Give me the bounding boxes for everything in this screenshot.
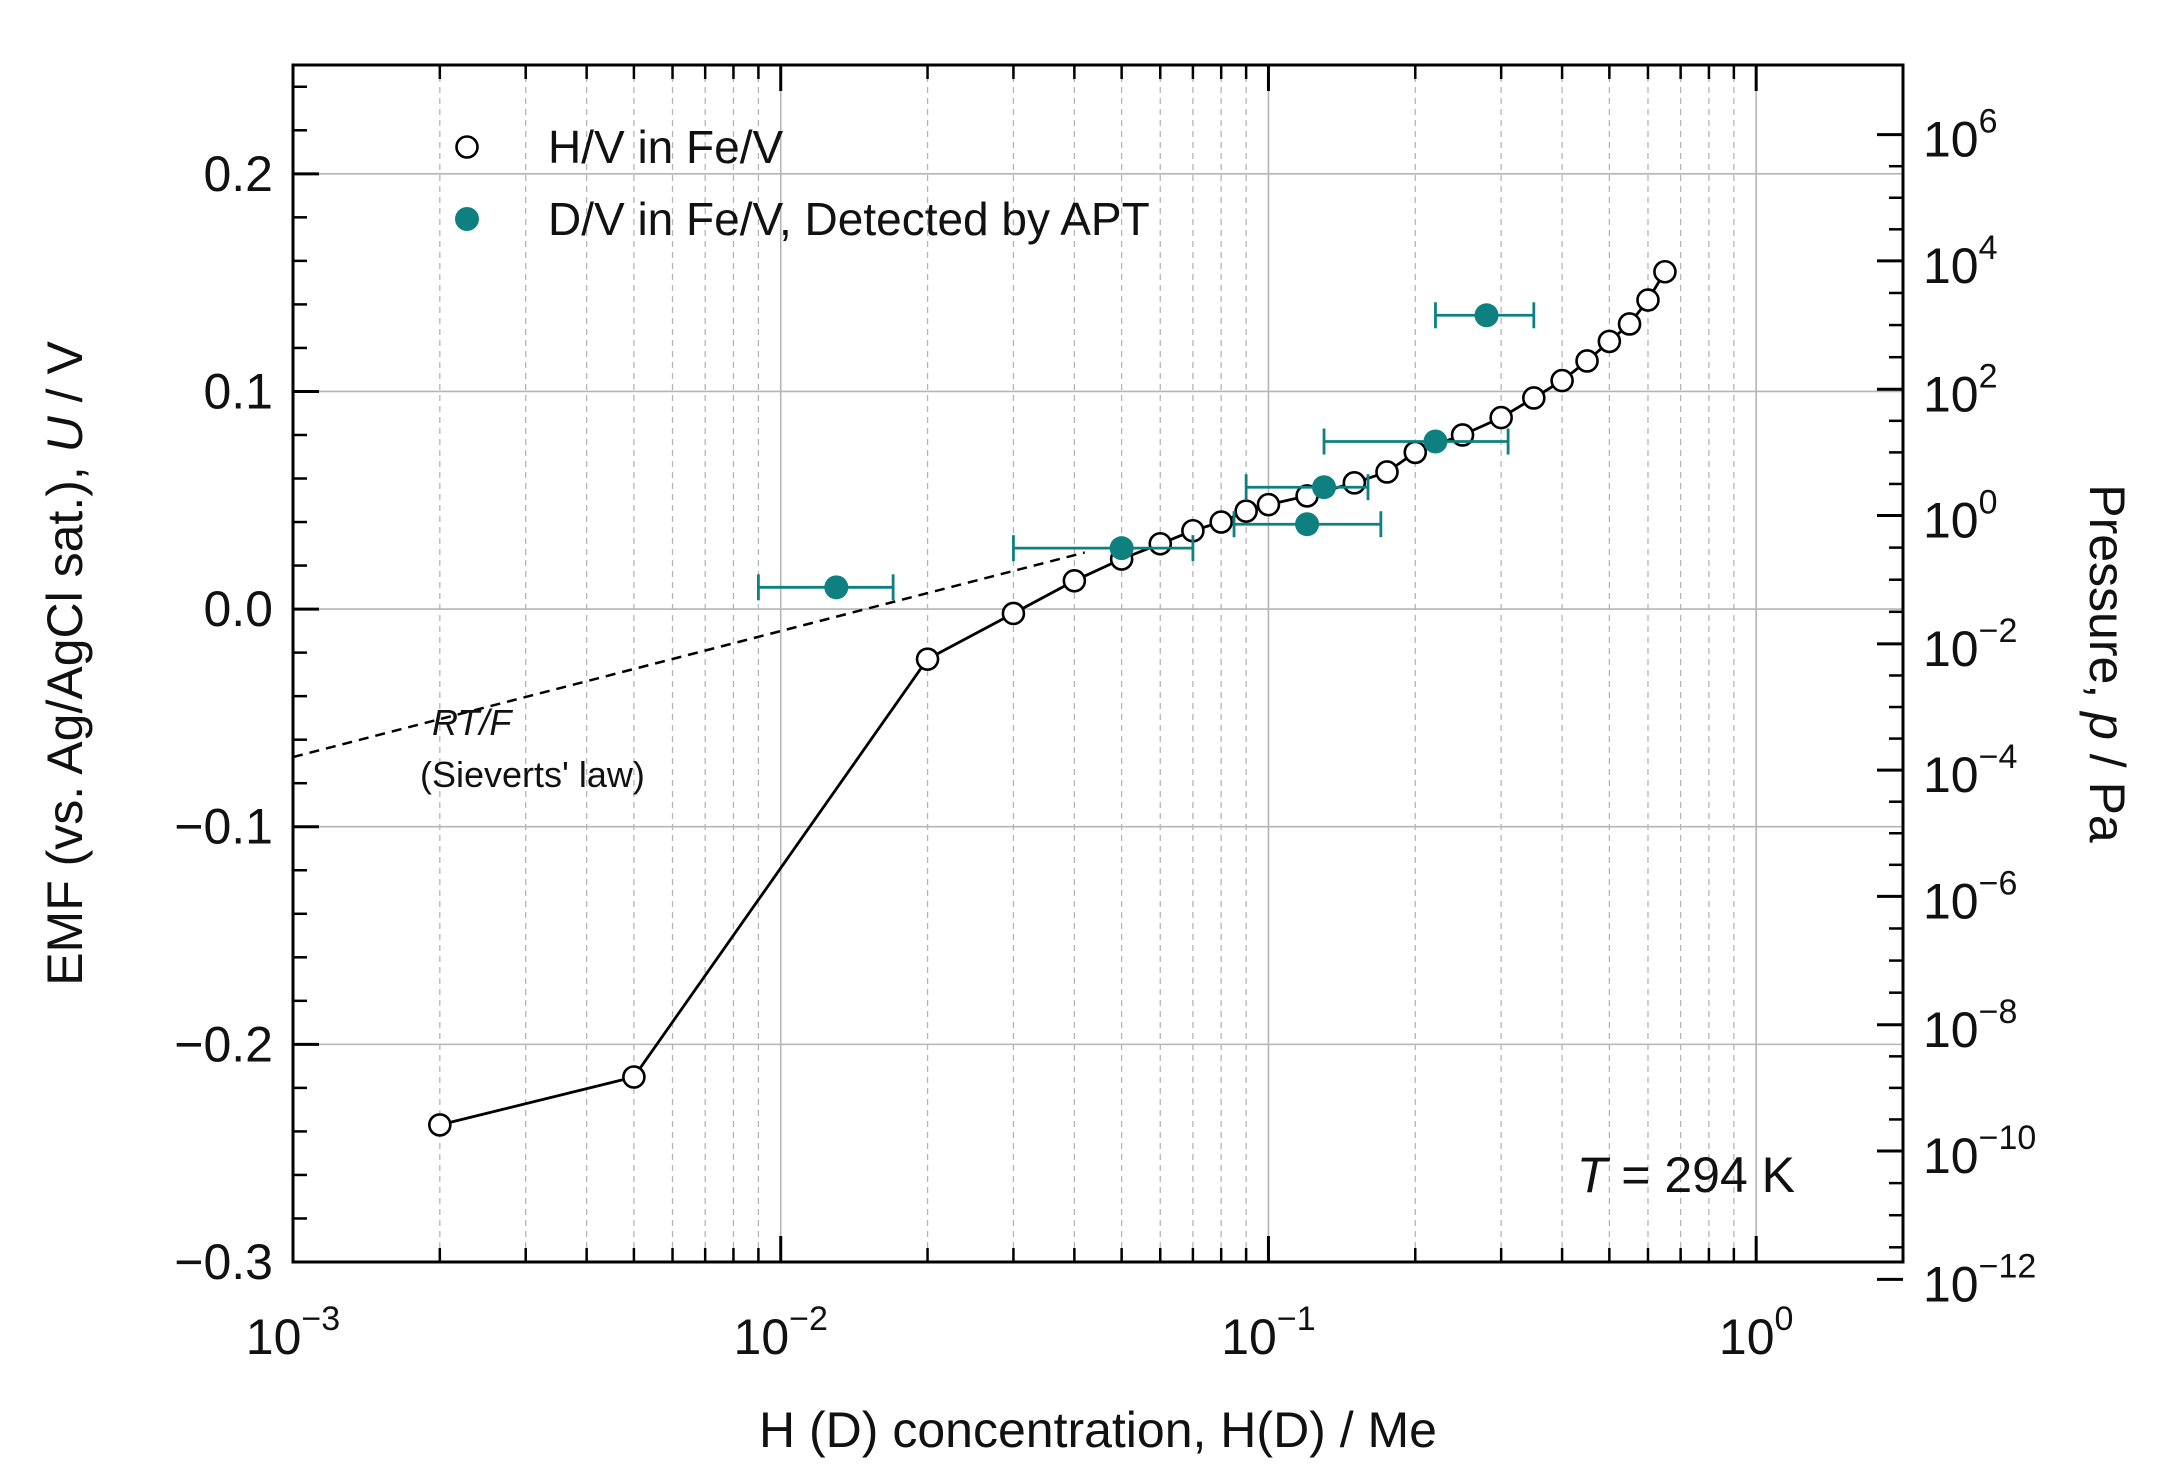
- right-tick-label: 100: [1923, 484, 1998, 549]
- data-point: [1617, 312, 1642, 336]
- grid-layer: [292, 65, 1904, 1262]
- data-series: [428, 259, 1677, 1137]
- data-point: [1109, 536, 1134, 561]
- data-point: [1575, 349, 1599, 373]
- data-point: [1234, 499, 1258, 523]
- x-tick-label: 100: [1719, 1300, 1794, 1365]
- data-point: [1148, 531, 1173, 556]
- right-tick-label: 102: [1923, 357, 1998, 422]
- data-point: [1653, 259, 1677, 284]
- y-tick-label: 0.2: [203, 146, 273, 202]
- y-tick-label: 0.0: [203, 581, 273, 637]
- data-point: [1295, 512, 1320, 537]
- sieverts-dashed-line: [292, 551, 1086, 759]
- right-tick-label: 10−8: [1923, 993, 2017, 1058]
- y-tick-label: −0.1: [174, 799, 273, 855]
- y-tick-label: 0.1: [203, 363, 273, 419]
- data-point: [1403, 440, 1428, 465]
- data-point: [915, 647, 940, 671]
- x-tick-label: 10−2: [734, 1300, 828, 1365]
- tick-labels: −0.3 −0.2 −0.1 0.0 0.1 0.2 10−3 10−2 10−1 100 106 1…: [37, 103, 2135, 1458]
- legend-label: D/V in Fe/V, Detected by APT: [548, 193, 1150, 245]
- right-tick-label: 10−6: [1923, 864, 2017, 929]
- right-axis-label: Pressure, p / Pa: [2079, 484, 2135, 843]
- series-h-v: [428, 259, 1677, 1137]
- data-point: [1312, 475, 1337, 500]
- temperature-label: T = 294 K: [1577, 1147, 1795, 1203]
- right-tick-label: 10−10: [1923, 1119, 2036, 1184]
- right-tick-label: 10−12: [1923, 1247, 2036, 1312]
- data-point: [1342, 471, 1367, 495]
- y-tick-label: −0.2: [174, 1016, 273, 1072]
- x-axis-label: H (D) concentration, H(D) / Me: [759, 1402, 1437, 1458]
- y-tick-label: −0.3: [174, 1234, 273, 1290]
- data-point: [1636, 288, 1660, 312]
- right-tick-label: 10−4: [1923, 738, 2017, 803]
- data-point: [1597, 329, 1622, 354]
- left-axis-label: EMF (vs. Ag/AgCl sat.), U / V: [37, 341, 93, 986]
- plot-border: [291, 63, 1905, 1264]
- right-tick-label: 104: [1923, 229, 1998, 294]
- x-tick-label: 10−1: [1221, 1300, 1315, 1365]
- data-point: [622, 1065, 646, 1089]
- data-point: [824, 575, 849, 600]
- data-point: [1062, 568, 1087, 593]
- annotations: T = 294 K: [1577, 1147, 1795, 1203]
- legend: H/V in Fe/V D/V in Fe/V, Detected by APT: [455, 121, 1150, 245]
- sieverts-law-line: RT/F (Sieverts' law): [292, 551, 1086, 795]
- data-point: [1375, 460, 1399, 484]
- plot-frame: [291, 63, 1905, 1264]
- data-point: [1489, 405, 1513, 430]
- legend-marker-filled: [455, 207, 479, 231]
- legend-label: H/V in Fe/V: [548, 121, 784, 173]
- legend-marker-open: [455, 135, 479, 159]
- sieverts-law-label: (Sieverts' law): [420, 754, 645, 795]
- data-point: [1550, 368, 1574, 393]
- data-point: [1522, 386, 1546, 410]
- right-tick-label: 10−2: [1923, 612, 2017, 677]
- data-point: [1001, 601, 1026, 626]
- right-tick-label: 106: [1923, 103, 1998, 168]
- data-point: [1209, 510, 1233, 534]
- series-d-v: [757, 302, 1536, 601]
- data-point: [428, 1113, 452, 1137]
- tick-marks: [291, 65, 1905, 1281]
- data-point: [1256, 492, 1281, 517]
- series-line: [439, 271, 1667, 1127]
- sieverts-rtf-label: RT/F: [432, 702, 513, 743]
- data-point: [1474, 303, 1499, 328]
- x-tick-label: 10−3: [246, 1300, 340, 1365]
- data-point: [1423, 429, 1448, 454]
